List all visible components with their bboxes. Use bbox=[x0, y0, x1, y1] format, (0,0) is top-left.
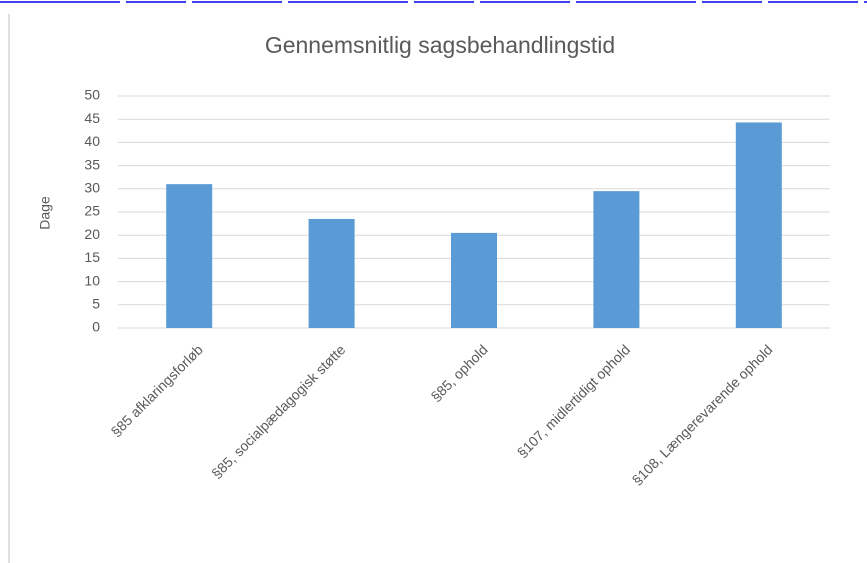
y-axis-label: Dage bbox=[37, 196, 53, 230]
y-tick-label: 40 bbox=[84, 133, 100, 149]
y-tick-label: 35 bbox=[84, 156, 100, 172]
x-tick-label: §108, Længerevarende ophold bbox=[629, 341, 776, 488]
y-tick-label: 20 bbox=[84, 226, 100, 242]
x-tick-label: §107, midlertidigt ophold bbox=[514, 341, 633, 460]
y-tick-label: 25 bbox=[84, 203, 100, 219]
y-tick-label: 0 bbox=[92, 319, 100, 335]
x-tick-label: §85, socialpædagogisk støtte bbox=[208, 341, 348, 481]
bar bbox=[451, 232, 497, 328]
bar bbox=[735, 122, 782, 328]
y-tick-label: 5 bbox=[92, 296, 100, 312]
y-tick-label: 15 bbox=[84, 249, 100, 265]
y-tick-label: 50 bbox=[84, 87, 100, 103]
y-tick-label: 45 bbox=[84, 110, 100, 126]
bar bbox=[308, 218, 355, 328]
chart-title: Gennemsnitlig sagsbehandlingstid bbox=[265, 32, 615, 58]
x-tick-label: §85 afklaringsforløb bbox=[108, 341, 206, 439]
y-tick-label: 30 bbox=[84, 180, 100, 196]
bar bbox=[593, 191, 640, 328]
bar bbox=[166, 184, 213, 328]
y-tick-label: 10 bbox=[84, 272, 100, 288]
x-tick-label: §85, ophold bbox=[428, 341, 491, 404]
